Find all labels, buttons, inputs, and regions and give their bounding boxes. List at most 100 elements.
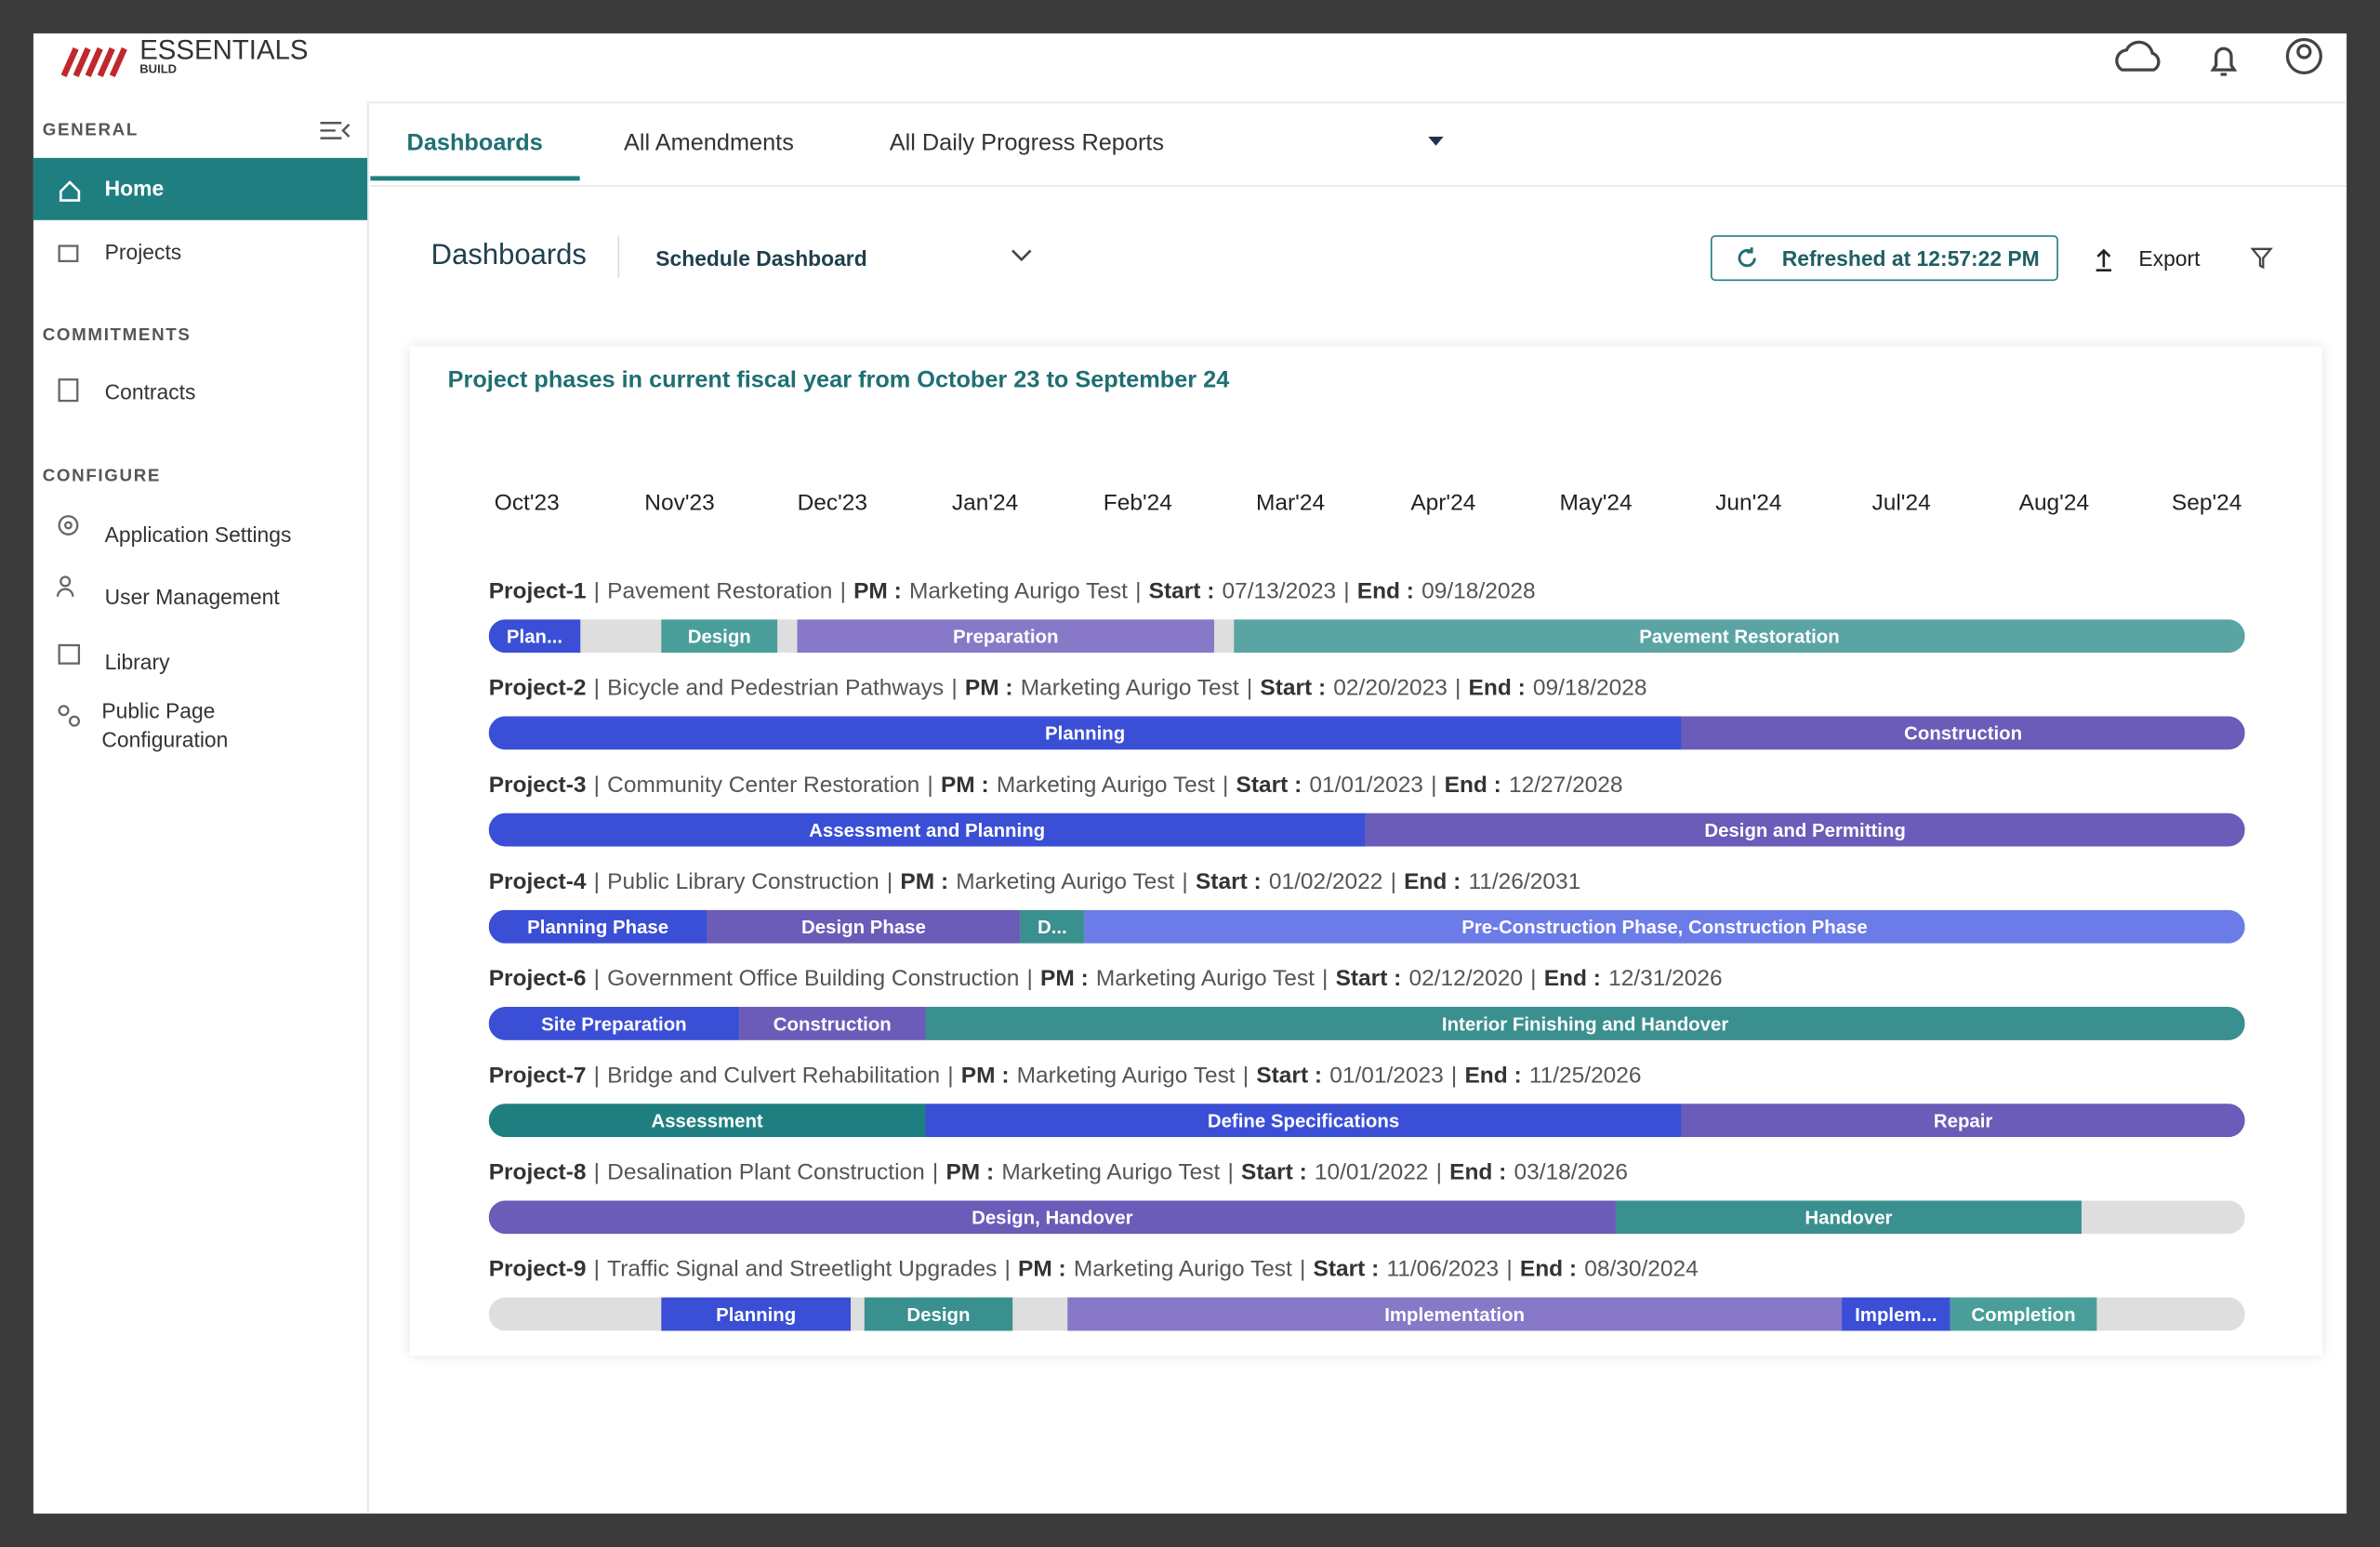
upload-icon[interactable] xyxy=(2115,40,2161,72)
month-label: Jan'24 xyxy=(952,491,1018,516)
project-field: Start : xyxy=(1260,676,1326,701)
nav-item[interactable]: User Management xyxy=(104,584,280,609)
project-field: | xyxy=(932,1159,938,1184)
phase-bar xyxy=(1067,1297,1843,1331)
nav-item[interactable]: Contracts xyxy=(104,379,196,404)
refresh-label: Refreshed at 12:57:22 PM xyxy=(1781,245,2040,271)
project-field: | xyxy=(594,869,600,894)
phase-label: Plan... xyxy=(507,628,562,648)
nav-item[interactable]: Public Page Configuration xyxy=(101,698,229,752)
project-field: | xyxy=(594,578,600,603)
top-icons xyxy=(2115,37,2322,76)
project-field: Start : xyxy=(1256,1063,1322,1088)
page-title: Dashboards xyxy=(430,240,587,272)
nav-item[interactable]: Home xyxy=(104,176,165,201)
phase-label: Construction xyxy=(1904,724,2022,745)
project-field: | xyxy=(951,676,957,701)
project-field: Marketing Aurigo Test xyxy=(909,578,1128,603)
tab[interactable]: Dashboards xyxy=(406,130,543,157)
tab-dropdown[interactable] xyxy=(1422,132,1449,151)
project-track xyxy=(488,619,2245,654)
phase-bar xyxy=(488,716,1682,750)
project-field: Traffic Signal and Streetlight Upgrades xyxy=(607,1257,997,1282)
phase-label: D... xyxy=(1038,918,1067,938)
nav-icons xyxy=(56,245,81,727)
phase-bar xyxy=(1950,1297,2097,1331)
project-field: 08/30/2024 xyxy=(1584,1257,1699,1282)
project-field: 07/13/2023 xyxy=(1223,578,1337,603)
phase-label: Planning Phase xyxy=(527,918,668,938)
export-icon[interactable] xyxy=(2092,246,2116,273)
dashboard-select[interactable]: Schedule Dashboard xyxy=(655,245,867,271)
phase-label: Preparation xyxy=(953,628,1058,648)
nav-item[interactable]: Projects xyxy=(104,240,182,265)
phase-label: Repair xyxy=(1934,1111,1993,1131)
collapse-icon[interactable] xyxy=(319,120,352,141)
gantt-chart: Project phases in current fiscal year fr… xyxy=(448,366,2245,1331)
phase-bar xyxy=(707,909,1021,944)
phase-label: Design and Permitting xyxy=(1704,821,1906,841)
month-label: Sep'24 xyxy=(2172,491,2241,516)
chart-title: Project phases in current fiscal year fr… xyxy=(448,366,1230,392)
project-field: | xyxy=(1227,1159,1233,1184)
select-chevron[interactable] xyxy=(1010,246,1034,265)
tab[interactable]: All Daily Progress Reports xyxy=(889,130,1165,157)
project-header: Project-7 | Bridge and Culvert Rehabilitat… xyxy=(489,1063,1642,1088)
phase-label: Implem... xyxy=(1855,1305,1937,1326)
export-button[interactable]: Export xyxy=(2138,245,2201,271)
phase-bar xyxy=(1365,813,2245,847)
logo-sub: BUILD xyxy=(139,61,178,76)
project-field: 03/18/2026 xyxy=(1514,1159,1629,1184)
project-field: PM : xyxy=(941,773,989,798)
phase-bar xyxy=(925,1006,2245,1040)
project-field: 09/18/2028 xyxy=(1533,676,1647,701)
tab-underline xyxy=(370,176,580,181)
active-item[interactable] xyxy=(33,157,368,220)
project-field: End : xyxy=(1544,966,1601,991)
project-field: PM : xyxy=(961,1063,1010,1088)
project-field: Project-8 xyxy=(489,1159,587,1184)
project-track xyxy=(488,909,2245,944)
project-field: Marketing Aurigo Test xyxy=(1074,1257,1292,1282)
project-field: 12/27/2028 xyxy=(1509,773,1623,798)
project-field: | xyxy=(1455,676,1461,701)
phase-bar xyxy=(488,1200,1616,1235)
project-field: End : xyxy=(1445,773,1501,798)
project-field: 12/31/2026 xyxy=(1608,966,1723,991)
nav-item[interactable]: Application Settings xyxy=(104,522,292,547)
project-field: 01/01/2023 xyxy=(1309,773,1423,798)
phase-label: Planning xyxy=(716,1305,796,1326)
chart-card: Project phases in current fiscal year fr… xyxy=(409,346,2322,1356)
project-header: Project-4 | Public Library Construction | PM… xyxy=(489,869,1580,894)
phase-bar xyxy=(739,1006,926,1040)
project-header: Project-2 | Bicycle and Pedestrian Pathway… xyxy=(489,676,1647,701)
project-field: | xyxy=(1451,1063,1457,1088)
phase-label: Define Specifications xyxy=(1208,1111,1399,1131)
phase-bar xyxy=(488,1104,926,1138)
filter-icon[interactable] xyxy=(2250,246,2274,271)
project-field: PM : xyxy=(900,869,948,894)
project-field: Start : xyxy=(1241,1159,1307,1184)
project-field: 02/20/2023 xyxy=(1333,676,1448,701)
project-field: End : xyxy=(1464,1063,1521,1088)
project-field: | xyxy=(594,773,600,798)
tab[interactable]: All Amendments xyxy=(624,130,794,157)
user-icon[interactable] xyxy=(2285,37,2322,75)
bell-icon[interactable] xyxy=(2210,46,2238,76)
project-field: | xyxy=(1247,676,1252,701)
phase-bar xyxy=(661,619,778,654)
phase-bar xyxy=(1084,909,2245,944)
phase-bar xyxy=(1615,1200,2082,1235)
project-header: Project-3 | Community Center Restoration | P… xyxy=(489,773,1623,798)
project-field: 01/01/2023 xyxy=(1329,1063,1444,1088)
project-field: Public Library Construction xyxy=(607,869,879,894)
top-bar: ESSENTIALS BUILD xyxy=(33,33,2347,104)
phase-label: Interior Finishing and Handover xyxy=(1442,1014,1728,1035)
project-field: 01/02/2022 xyxy=(1269,869,1383,894)
nav-item[interactable]: Library xyxy=(104,649,170,675)
project-header: Project-9 | Traffic Signal and Streetlight… xyxy=(489,1257,1699,1282)
project-track xyxy=(488,1104,2245,1138)
project-field: End : xyxy=(1520,1257,1577,1282)
project-field: | xyxy=(1182,869,1187,894)
refresh-button[interactable]: Refreshed at 12:57:22 PM xyxy=(1710,235,2058,282)
